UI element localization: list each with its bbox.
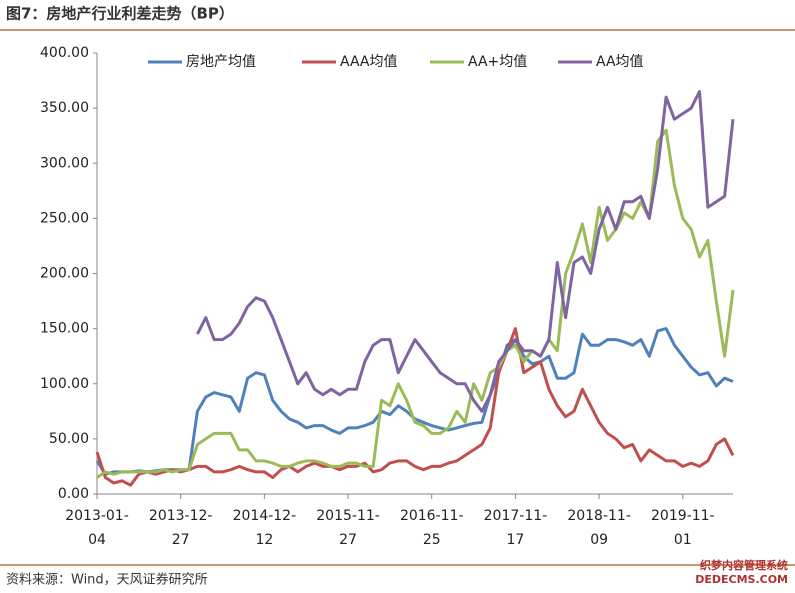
x-tick-label: 2017-11-17 (484, 508, 548, 548)
x-tick-label: 2013-12-27 (149, 508, 213, 548)
y-tick-label: 400.00 (40, 45, 89, 61)
x-tick-label: 2019-11-01 (651, 508, 715, 548)
y-tick-label: 100.00 (40, 376, 89, 392)
x-tick-label: 2014-12-12 (233, 508, 297, 548)
watermark: 织梦内容管理系统 (700, 558, 788, 572)
legend-label: 房地产均值 (186, 54, 256, 70)
x-tick-label: 2015-11-27 (316, 508, 380, 548)
y-tick-label: 0.00 (58, 486, 89, 502)
x-tick-label: 2013-01-04 (65, 508, 129, 548)
x-tick-label: 2016-11-25 (400, 508, 464, 548)
y-tick-label: 350.00 (40, 100, 89, 116)
x-tick-label: 2018-11-09 (567, 508, 631, 548)
legend-label: AA+均值 (468, 54, 527, 70)
series-line (96, 128, 735, 479)
watermark: DEDECMS.COM (695, 573, 788, 586)
y-tick-label: 200.00 (40, 266, 89, 282)
y-tick-label: 150.00 (40, 321, 89, 337)
legend-label: AAA均值 (340, 54, 398, 70)
source: 资料来源：Wind，天风证券研究所 (6, 572, 208, 588)
chart-title: 图7：房地产行业利差走势（BP） (6, 5, 234, 23)
y-tick-label: 300.00 (40, 155, 89, 171)
series-line (196, 90, 735, 413)
legend-label: AA均值 (596, 54, 644, 70)
series-line (95, 327, 735, 487)
y-tick-label: 250.00 (40, 210, 89, 226)
y-tick-label: 50.00 (49, 431, 89, 447)
